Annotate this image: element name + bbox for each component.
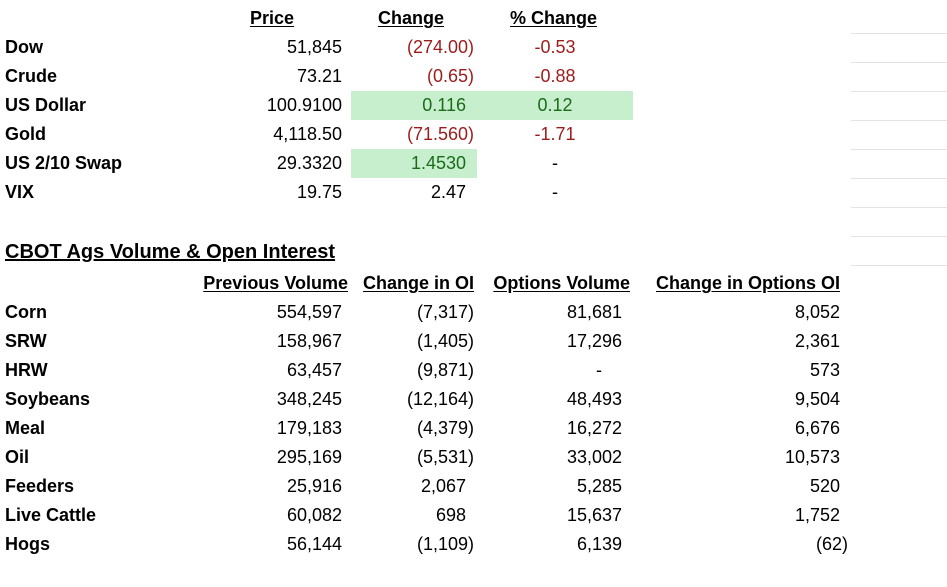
options-volume-cell[interactable]: 15,637 xyxy=(566,505,622,525)
prev-volume-cell[interactable]: 179,183 xyxy=(276,418,342,438)
change-cell[interactable]: 1.4530 xyxy=(410,153,466,173)
price-cell[interactable]: 51,845 xyxy=(286,37,342,57)
change-options-oi-cell[interactable]: 6,676 xyxy=(794,418,840,438)
gridline xyxy=(851,236,947,237)
change-oi-cell[interactable]: (1,405) xyxy=(416,331,474,351)
prev-volume-cell[interactable]: 348,245 xyxy=(276,389,342,409)
header-change-in-oi[interactable]: Change in OI xyxy=(362,273,474,293)
change-oi-cell[interactable]: (7,317) xyxy=(416,302,474,322)
pct-cell[interactable]: -0.88 xyxy=(534,66,576,86)
options-volume-cell[interactable]: 17,296 xyxy=(566,331,622,351)
row-label: Feeders xyxy=(5,476,75,496)
options-volume-cell[interactable]: 81,681 xyxy=(566,302,622,322)
row-label: Soybeans xyxy=(5,389,91,409)
pct-cell[interactable]: 0.12 xyxy=(537,95,573,115)
change-options-oi-cell[interactable]: (62) xyxy=(815,534,848,554)
header-previous-volume[interactable]: Previous Volume xyxy=(203,273,348,293)
change-oi-cell[interactable]: (9,871) xyxy=(416,360,474,380)
gridline xyxy=(851,62,947,63)
change-oi-cell[interactable]: (4,379) xyxy=(416,418,474,438)
row-label: US 2/10 Swap xyxy=(5,153,123,173)
header-pct-change[interactable]: % Change xyxy=(510,8,598,28)
row-label: Corn xyxy=(5,302,47,322)
row-label: SRW xyxy=(5,331,47,351)
price-cell[interactable]: 4,118.50 xyxy=(273,124,342,144)
row-label: Dow xyxy=(5,37,43,57)
price-cell[interactable]: 100.9100 xyxy=(266,95,342,115)
gridline xyxy=(851,207,947,208)
options-volume-cell[interactable]: 48,493 xyxy=(566,389,622,409)
gridline xyxy=(851,91,947,92)
row-label: Live Cattle xyxy=(5,505,97,525)
change-oi-cell[interactable]: 2,067 xyxy=(420,476,466,496)
change-oi-cell[interactable]: (5,531) xyxy=(416,447,474,467)
row-label: VIX xyxy=(5,182,35,202)
gridline xyxy=(851,149,947,150)
change-options-oi-cell[interactable]: 1,752 xyxy=(794,505,840,525)
change-oi-cell[interactable]: 698 xyxy=(435,505,466,525)
prev-volume-cell[interactable]: 63,457 xyxy=(286,360,342,380)
row-label: Meal xyxy=(5,418,46,438)
swap-change-highlight xyxy=(351,149,477,178)
row-label: Crude xyxy=(5,66,58,86)
price-cell[interactable]: 73.21 xyxy=(296,66,342,86)
cbot-section-title: CBOT Ags Volume & Open Interest xyxy=(5,241,336,263)
pct-cell[interactable]: -1.71 xyxy=(534,124,576,144)
header-change[interactable]: Change xyxy=(378,8,445,28)
change-options-oi-cell[interactable]: 2,361 xyxy=(794,331,840,351)
options-volume-cell[interactable]: 33,002 xyxy=(566,447,622,467)
change-options-oi-cell[interactable]: 10,573 xyxy=(784,447,840,467)
prev-volume-cell[interactable]: 56,144 xyxy=(286,534,342,554)
options-volume-cell[interactable]: 6,139 xyxy=(576,534,622,554)
change-options-oi-cell[interactable]: 573 xyxy=(809,360,840,380)
header-price[interactable]: Price xyxy=(249,8,295,28)
pct-cell[interactable]: - xyxy=(552,153,558,173)
pct-cell[interactable]: -0.53 xyxy=(534,37,576,57)
gridline xyxy=(851,265,947,266)
pct-cell[interactable]: - xyxy=(552,182,558,202)
options-volume-cell[interactable]: 16,272 xyxy=(566,418,622,438)
gridline xyxy=(851,120,947,121)
change-cell[interactable]: (274.00) xyxy=(406,37,474,57)
change-options-oi-cell[interactable]: 9,504 xyxy=(794,389,840,409)
options-volume-cell[interactable]: 5,285 xyxy=(576,476,622,496)
options-volume-cell[interactable]: - xyxy=(596,360,602,380)
change-options-oi-cell[interactable]: 520 xyxy=(809,476,840,496)
change-cell[interactable]: (71.560) xyxy=(406,124,474,144)
header-options-volume[interactable]: Options Volume xyxy=(493,273,630,293)
price-cell[interactable]: 19.75 xyxy=(296,182,342,202)
gridline xyxy=(851,178,947,179)
change-options-oi-cell[interactable]: 8,052 xyxy=(794,302,840,322)
row-label: HRW xyxy=(5,360,48,380)
prev-volume-cell[interactable]: 554,597 xyxy=(276,302,342,322)
prev-volume-cell[interactable]: 295,169 xyxy=(276,447,342,467)
prev-volume-cell[interactable]: 158,967 xyxy=(276,331,342,351)
prev-volume-cell[interactable]: 25,916 xyxy=(286,476,342,496)
us-dollar-highlight xyxy=(351,91,633,120)
change-cell[interactable]: 2.47 xyxy=(430,182,466,202)
change-cell[interactable]: (0.65) xyxy=(426,66,474,86)
change-oi-cell[interactable]: (12,164) xyxy=(406,389,474,409)
price-cell[interactable]: 29.3320 xyxy=(276,153,342,173)
change-cell[interactable]: 0.116 xyxy=(422,95,466,115)
prev-volume-cell[interactable]: 60,082 xyxy=(286,505,342,525)
header-change-in-options-oi[interactable]: Change in Options OI xyxy=(656,273,840,293)
row-label: Oil xyxy=(5,447,30,467)
row-label: Hogs xyxy=(5,534,50,554)
row-label: Gold xyxy=(5,124,46,144)
change-oi-cell[interactable]: (1,109) xyxy=(416,534,474,554)
gridline xyxy=(851,33,947,34)
row-label: US Dollar xyxy=(5,95,87,115)
